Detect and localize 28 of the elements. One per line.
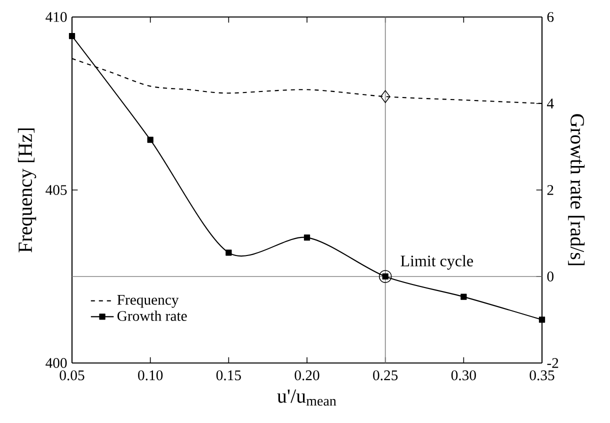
y2-tick-label: 4	[547, 98, 554, 108]
x-axis-title: u'/u$_{mean}$	[277, 389, 336, 406]
point	[304, 234, 310, 241]
y-tick-label: 405	[46, 185, 67, 195]
legend-label: Growth rate	[117, 310, 187, 321]
x-tick-label: 0.25	[373, 370, 398, 380]
x-tick-label: 0.05	[60, 370, 84, 380]
point	[147, 136, 154, 143]
x-tick-label: 0.15	[216, 370, 241, 380]
y-tick-label: 410	[46, 12, 67, 22]
y2-tick-label: 2	[547, 185, 554, 195]
x-tick-label: 0.10	[138, 370, 163, 380]
y2-tick-label: 0	[547, 272, 554, 282]
point	[460, 294, 467, 300]
y2-axis-title: Growth rate [rad/s]	[568, 114, 585, 266]
y-tick-label: 400	[46, 358, 67, 368]
x-tick-label: 0.30	[451, 370, 476, 380]
point	[68, 32, 76, 40]
point	[226, 250, 232, 256]
y2-tick-label: -2	[547, 358, 558, 368]
point	[378, 270, 392, 283]
legend-label: Frequency	[117, 295, 179, 308]
x-tick-label: 0.20	[294, 370, 320, 380]
annotation: Limit cycle	[400, 255, 474, 270]
point	[538, 316, 546, 323]
y2-tick-label: 6	[547, 12, 554, 22]
y-axis-title: Frequency [Hz]	[18, 128, 36, 252]
x-tick-label: 0.35	[530, 370, 554, 380]
